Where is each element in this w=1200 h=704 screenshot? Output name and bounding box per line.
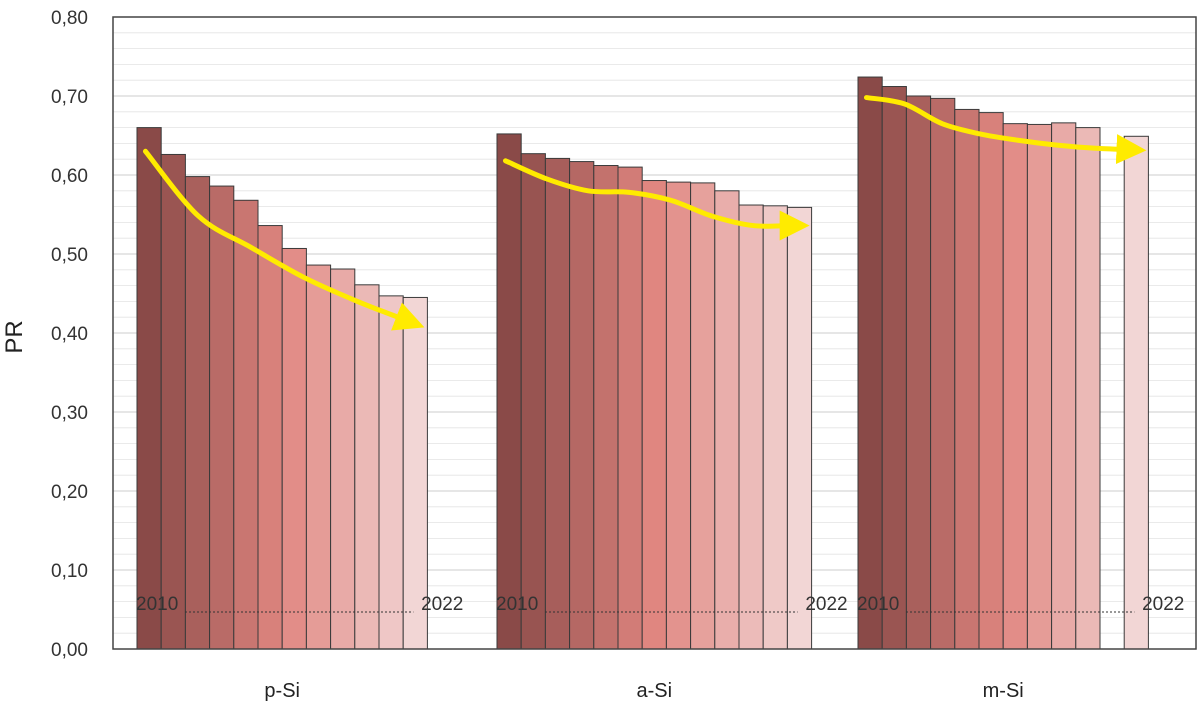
bar — [354, 284, 380, 650]
y-axis-title: PR — [1, 320, 28, 353]
bar-group-m-Si — [857, 76, 1149, 650]
bar — [881, 86, 907, 650]
bar — [762, 205, 788, 650]
bars — [136, 76, 1149, 650]
bar — [257, 225, 283, 650]
x-category-label: m-Si — [983, 680, 1024, 702]
bar — [905, 95, 932, 650]
bar — [1002, 123, 1028, 650]
year-start-label: 2010 — [857, 594, 899, 615]
bar — [544, 157, 571, 650]
x-axis-category-labels: p-Si a-Si m-Si — [264, 680, 1023, 702]
trend-arrow-m-Si — [863, 95, 1147, 165]
year-start-label: 2010 — [136, 594, 178, 615]
bar-group-p-Si — [136, 127, 428, 650]
y-tick-label: 0,70 — [51, 87, 88, 108]
bar — [520, 153, 546, 650]
bar — [954, 108, 980, 650]
bar — [209, 185, 235, 650]
bar — [857, 76, 883, 650]
bar — [281, 247, 307, 650]
bar — [305, 264, 332, 650]
bar — [378, 295, 404, 650]
bar — [1026, 123, 1053, 650]
plot-frame — [112, 16, 1197, 650]
bar — [330, 268, 356, 650]
y-tick-label: 0,50 — [51, 245, 88, 266]
bar — [569, 161, 595, 650]
bar — [930, 97, 956, 650]
y-tick-label: 0,30 — [51, 403, 88, 424]
bar — [1123, 135, 1149, 650]
bar — [184, 176, 211, 650]
bar — [1051, 122, 1077, 650]
y-axis-tick-labels: 0,00 0,10 0,20 0,30 0,40 0,50 0,60 0,70 0,80 — [51, 8, 88, 661]
plot-border — [112, 16, 1197, 650]
y-tick-label: 0,20 — [51, 482, 88, 503]
bar — [160, 153, 186, 650]
bar — [136, 127, 162, 650]
bar — [690, 182, 716, 650]
trend-arrow-p-Si — [142, 148, 425, 331]
year-start-label: 2010 — [496, 594, 538, 615]
year-end-label: 2022 — [1142, 594, 1184, 615]
bar-group-a-Si — [496, 133, 813, 650]
bar — [402, 296, 428, 650]
y-tick-label: 0,40 — [51, 324, 88, 345]
y-tick-label: 0,80 — [51, 8, 88, 29]
trend-arrows — [142, 95, 1147, 331]
bar — [593, 165, 619, 650]
bar — [665, 181, 692, 650]
bar — [496, 133, 522, 650]
year-end-label: 2022 — [805, 594, 847, 615]
bar — [233, 199, 259, 650]
year-end-label: 2022 — [421, 594, 463, 615]
bar — [786, 206, 813, 650]
y-tick-label: 0,60 — [51, 166, 88, 187]
trend-arrow-a-Si — [502, 158, 810, 241]
x-category-label: a-Si — [637, 680, 673, 702]
y-tick-label: 0,10 — [51, 561, 88, 582]
bar — [978, 112, 1004, 650]
bar — [1075, 127, 1101, 650]
bar — [641, 180, 667, 650]
bar — [738, 204, 764, 650]
y-tick-label: 0,00 — [51, 640, 88, 661]
bar — [617, 166, 643, 650]
year-range-markers: 2010 2022 2010 2022 2010 2022 — [136, 594, 1184, 615]
bar — [714, 190, 740, 650]
x-category-label: p-Si — [264, 680, 300, 702]
